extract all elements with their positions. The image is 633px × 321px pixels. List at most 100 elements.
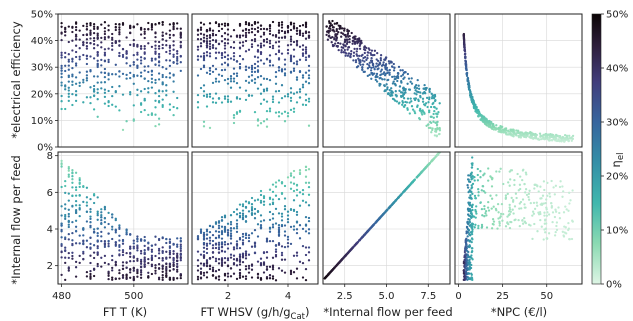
data-point <box>295 60 299 63</box>
data-point <box>280 36 284 39</box>
data-point <box>356 38 359 41</box>
data-point <box>205 251 209 255</box>
data-point <box>304 181 308 184</box>
data-point <box>271 98 275 101</box>
data-point <box>463 48 466 51</box>
data-point <box>92 256 96 260</box>
data-point <box>471 214 474 217</box>
data-point <box>229 80 233 83</box>
data-point <box>247 239 251 243</box>
data-point <box>304 201 308 204</box>
data-point <box>347 46 350 49</box>
data-point <box>430 115 433 118</box>
data-point <box>211 255 215 259</box>
data-point <box>292 176 296 179</box>
data-point <box>157 123 161 126</box>
data-point <box>464 52 467 55</box>
data-point <box>214 246 218 250</box>
data-point <box>292 62 296 65</box>
data-point <box>114 229 117 232</box>
data-point <box>74 275 78 278</box>
data-point <box>168 72 172 75</box>
data-point <box>60 53 63 57</box>
data-point <box>338 26 342 29</box>
data-point <box>268 42 272 45</box>
data-point <box>471 182 475 186</box>
data-point <box>374 65 378 68</box>
data-point <box>259 52 263 56</box>
data-point <box>470 184 473 187</box>
data-point <box>419 109 422 112</box>
data-point <box>244 28 248 31</box>
data-point <box>434 155 437 159</box>
data-point <box>214 77 218 80</box>
data-point <box>304 168 308 172</box>
data-point <box>196 74 200 77</box>
data-point <box>463 258 466 262</box>
data-point <box>226 242 230 246</box>
data-point <box>371 63 375 67</box>
data-point <box>143 30 146 33</box>
data-point <box>301 48 305 51</box>
data-point <box>238 86 242 89</box>
data-point <box>118 224 121 227</box>
data-point <box>129 64 132 67</box>
data-point <box>132 247 135 250</box>
data-point <box>232 41 236 44</box>
data-point <box>214 259 218 263</box>
data-point <box>103 226 107 229</box>
data-point <box>374 78 377 82</box>
scatter-points <box>462 156 574 282</box>
data-point <box>388 94 392 97</box>
data-point <box>484 122 487 126</box>
data-point <box>495 209 498 212</box>
data-point <box>536 230 539 233</box>
x-axis-label-ft-t: FT T (K) <box>103 305 147 319</box>
data-point <box>504 127 507 130</box>
data-point <box>394 84 397 87</box>
data-point <box>265 40 269 44</box>
data-point <box>150 263 154 266</box>
data-point <box>253 217 257 220</box>
data-point <box>470 186 474 189</box>
data-point <box>100 46 103 49</box>
data-point <box>271 34 275 37</box>
data-point <box>89 86 92 89</box>
data-point <box>343 48 346 52</box>
data-point <box>143 263 146 267</box>
data-point <box>250 268 254 271</box>
data-point <box>497 127 500 130</box>
data-point <box>214 21 218 25</box>
data-point <box>277 111 281 114</box>
data-point <box>74 33 78 36</box>
data-point <box>554 208 557 211</box>
data-point <box>268 218 272 222</box>
data-point <box>545 206 548 209</box>
data-point <box>477 226 480 230</box>
data-point <box>421 109 424 113</box>
data-point <box>199 67 203 71</box>
data-point <box>241 239 245 242</box>
data-point <box>304 30 308 33</box>
data-point <box>404 87 407 91</box>
data-point <box>196 234 200 238</box>
data-point <box>376 51 379 55</box>
data-point <box>71 49 74 52</box>
data-point <box>129 260 132 263</box>
data-point <box>125 277 128 280</box>
data-point <box>217 51 221 54</box>
data-point <box>469 194 472 197</box>
data-point <box>202 237 206 240</box>
data-point <box>226 228 230 232</box>
data-point <box>545 198 548 201</box>
data-point <box>172 80 175 83</box>
data-point <box>238 203 242 206</box>
data-point <box>100 222 103 226</box>
data-point <box>331 35 334 39</box>
data-point <box>402 86 405 89</box>
data-point <box>304 56 308 59</box>
data-point <box>384 89 387 92</box>
data-point <box>304 46 308 49</box>
data-point <box>519 187 522 191</box>
data-point <box>247 253 251 256</box>
